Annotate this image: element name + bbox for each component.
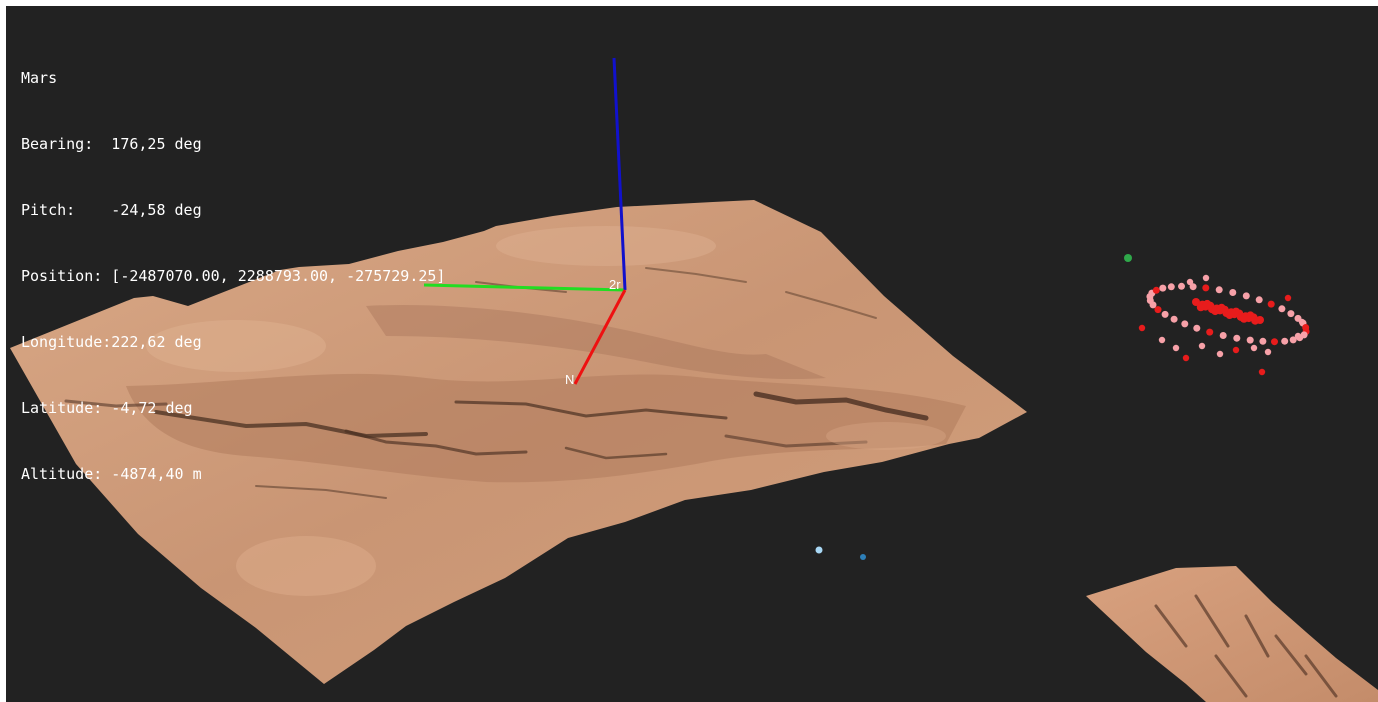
ring-point xyxy=(1216,350,1224,358)
point-cloud-markers xyxy=(815,254,1132,560)
ring-point xyxy=(1193,324,1201,332)
ring-point xyxy=(1294,332,1302,340)
marker-green xyxy=(1124,254,1132,262)
ring-point xyxy=(1192,298,1200,306)
axis-gizmo[interactable]: 2r N xyxy=(423,57,627,387)
ring-point xyxy=(1302,324,1310,331)
marker-blue xyxy=(860,554,866,560)
ring-point xyxy=(1229,289,1237,296)
ring-point xyxy=(1167,283,1175,291)
ring-point xyxy=(1198,342,1206,350)
ring-point xyxy=(1256,316,1264,324)
ring-point xyxy=(1170,315,1178,323)
ring-point xyxy=(1259,337,1267,345)
ring-point xyxy=(1298,318,1306,326)
ring-point xyxy=(1161,310,1169,318)
ring-point xyxy=(1215,286,1223,294)
ring-point xyxy=(1255,296,1263,304)
ring-point xyxy=(1178,282,1185,290)
ring-point xyxy=(1232,346,1240,354)
ring-point xyxy=(1271,338,1278,346)
ring-point xyxy=(1250,344,1258,352)
terrain-mesh-main xyxy=(10,200,1027,684)
ring-point xyxy=(1152,286,1160,294)
terrain-mesh-secondary xyxy=(1086,566,1378,702)
scene-canvas[interactable]: 2r N xyxy=(6,6,1378,702)
gizmo-z-axis xyxy=(573,289,627,385)
ring-point xyxy=(1189,283,1197,291)
ring-point xyxy=(1281,337,1289,345)
ring-point xyxy=(1278,305,1286,313)
ring-point xyxy=(1206,301,1215,310)
ring-point xyxy=(1289,336,1297,344)
ring-point xyxy=(1284,294,1292,302)
ring-point xyxy=(1154,306,1162,314)
3d-viewport[interactable]: 2r N Mars Bearing: 176,25 deg Pitch: -24… xyxy=(6,6,1378,702)
ring-point xyxy=(1181,320,1189,328)
ring-point xyxy=(1233,334,1241,342)
ring-point xyxy=(1219,332,1227,339)
ring-point xyxy=(1264,348,1272,356)
ring-point xyxy=(1235,309,1244,318)
ring-point xyxy=(1287,310,1295,318)
gizmo-y-axis xyxy=(612,57,627,291)
ring-point xyxy=(1242,292,1250,300)
ring-point xyxy=(1249,313,1258,322)
ring-point xyxy=(1202,284,1210,292)
ring-point xyxy=(1182,354,1190,362)
ring-point xyxy=(1220,305,1229,314)
ring-point xyxy=(1159,284,1167,292)
ring-point xyxy=(1186,278,1194,286)
ring-point xyxy=(1138,324,1146,332)
ring-point xyxy=(1202,274,1210,282)
ring-point xyxy=(1246,336,1254,344)
point-ring xyxy=(1138,274,1310,376)
marker-lightblue xyxy=(815,546,823,554)
ring-point xyxy=(1172,344,1180,352)
ring-point xyxy=(1158,336,1166,344)
gizmo-x-axis xyxy=(423,283,626,292)
gizmo-origin-label: 2r xyxy=(609,277,621,292)
ring-point xyxy=(1206,328,1214,336)
ring-point xyxy=(1258,368,1266,376)
gizmo-north-label: N xyxy=(565,372,574,387)
ring-point xyxy=(1267,300,1275,308)
